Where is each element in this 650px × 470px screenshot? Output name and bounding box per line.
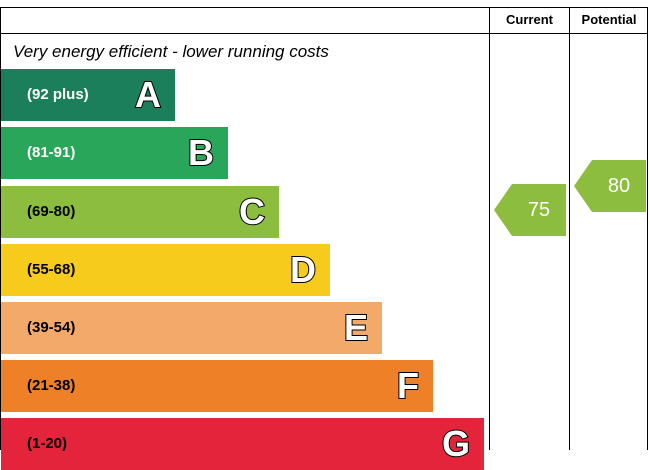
band-d-range: (55-68) <box>27 261 76 278</box>
band-d: (55-68) D <box>1 244 330 296</box>
energy-rating-chart: Current Potential Very energy efficient … <box>0 7 648 470</box>
band-g: (1-20) G <box>1 418 484 470</box>
header-divider <box>0 33 648 34</box>
potential-column-header: Potential <box>581 12 637 27</box>
potential-arrow-shape <box>574 160 646 212</box>
current-rating-value: 75 <box>527 199 551 221</box>
current-rating-arrow: 75 <box>494 184 566 236</box>
current-column-header: Current <box>506 12 553 27</box>
band-c: (69-80) C <box>1 186 279 238</box>
band-b: (81-91) B <box>1 127 228 179</box>
band-d-letter: D <box>289 248 317 291</box>
efficiency-subtitle: Very energy efficient - lower running co… <box>13 42 329 61</box>
band-a: (92 plus) A <box>1 69 175 121</box>
band-e-letter: E <box>343 306 369 349</box>
potential-rating-value: 80 <box>607 175 631 197</box>
potential-rating-arrow: 80 <box>574 160 646 212</box>
band-b-range: (81-91) <box>27 144 76 161</box>
current-arrow-fill <box>494 184 566 236</box>
band-a-range: (92 plus) <box>27 86 89 103</box>
current-arrow-shape <box>494 184 566 236</box>
potential-arrow-fill <box>574 160 646 212</box>
band-a-letter: A <box>134 73 162 116</box>
band-e-range: (39-54) <box>27 319 76 336</box>
chart-border <box>0 7 648 450</box>
band-e: (39-54) E <box>1 302 382 354</box>
band-f-range: (21-38) <box>27 377 76 394</box>
column-divider-current <box>489 7 490 450</box>
band-b-letter: B <box>187 131 215 174</box>
band-c-range: (69-80) <box>27 203 76 220</box>
band-g-range: (1-20) <box>27 435 68 452</box>
band-f: (21-38) F <box>1 360 433 412</box>
band-c-letter: C <box>238 190 266 233</box>
band-f-letter: F <box>396 364 420 407</box>
band-g-letter: G <box>441 422 471 465</box>
column-divider-potential <box>569 7 570 450</box>
